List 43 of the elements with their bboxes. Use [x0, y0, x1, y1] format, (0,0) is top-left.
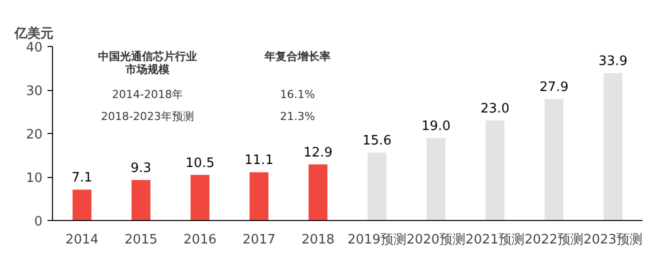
bar — [308, 164, 328, 220]
data-label: 33.9 — [598, 54, 628, 70]
x-tick-label: 2021预测 — [465, 232, 525, 248]
annotation: 年复合增长率 — [264, 50, 330, 63]
x-tick-label: 2015 — [124, 232, 158, 248]
x-tick-label: 2018 — [301, 232, 335, 248]
data-label: 19.0 — [422, 118, 450, 134]
annotation: 市场规模 — [124, 63, 170, 76]
y-tick-label: 0 — [34, 214, 43, 230]
x-tick-label: 2017 — [242, 232, 276, 248]
x-tick-label: 2019预测 — [347, 232, 407, 248]
annotation: 16.1% — [280, 88, 315, 101]
y-tick-label: 20 — [26, 128, 43, 142]
annotation: 2014-2018年 — [112, 88, 183, 101]
annotation: 2018-2023年预测 — [101, 110, 194, 123]
bar — [132, 180, 150, 220]
bar — [604, 73, 622, 220]
x-tick-label: 2023预测 — [583, 232, 643, 248]
data-label: 9.3 — [130, 161, 152, 176]
annotation: 中国光通信芯片行业 — [98, 50, 197, 63]
bar — [368, 152, 386, 220]
data-label: 12.9 — [304, 145, 332, 160]
bar — [426, 138, 446, 220]
y-axis-title: 亿美元 — [14, 26, 54, 42]
x-tick-label: 2016 — [183, 232, 217, 248]
data-label: 27.9 — [540, 80, 568, 96]
x-tick-label: 2014 — [65, 232, 99, 248]
data-label: 11.1 — [244, 153, 274, 168]
x-tick-label: 2022预测 — [524, 232, 584, 248]
x-tick-label: 2020预测 — [406, 232, 466, 248]
data-label: 15.6 — [362, 134, 392, 149]
data-label: 23.0 — [480, 101, 510, 116]
bar — [250, 172, 268, 220]
data-label: 10.5 — [186, 156, 214, 171]
y-tick-label: 30 — [26, 84, 43, 99]
y-tick-label: 10 — [26, 171, 43, 186]
y-tick-label: 40 — [26, 40, 43, 56]
annotation: 21.3% — [280, 110, 315, 123]
bar — [72, 190, 92, 220]
data-label: 7.1 — [72, 170, 92, 186]
bar — [544, 99, 564, 220]
bar — [190, 174, 210, 220]
bar — [486, 120, 504, 220]
